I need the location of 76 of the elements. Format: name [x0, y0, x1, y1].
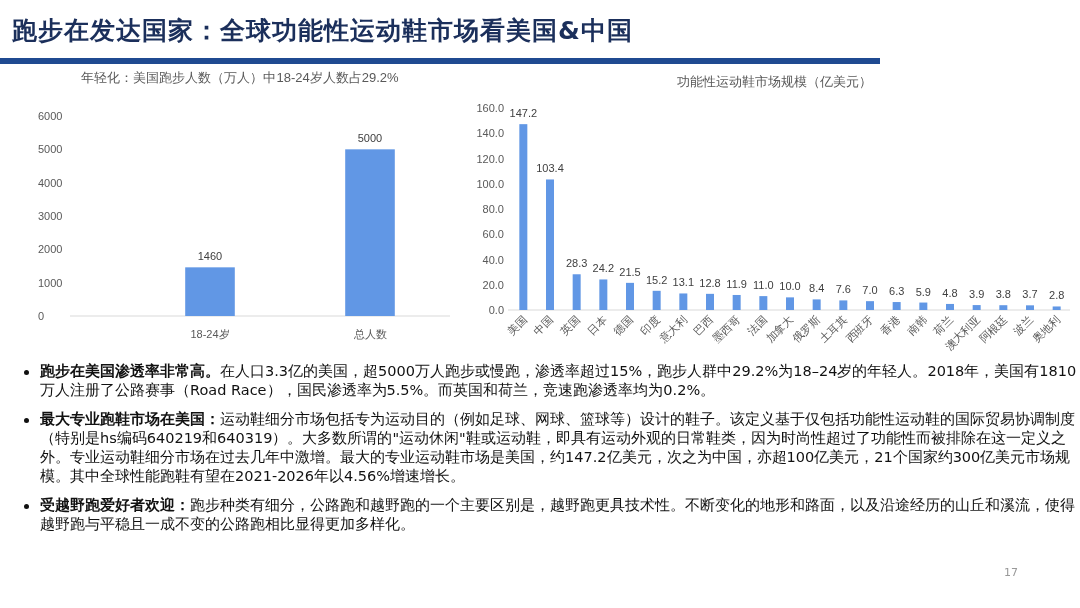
- y-tick-label: 0.0: [488, 304, 504, 316]
- y-tick-label: 40.0: [482, 253, 504, 266]
- bar: [706, 293, 714, 310]
- bar: [626, 282, 634, 310]
- bar: [546, 179, 554, 310]
- bar: [519, 124, 528, 310]
- data-label: 103.4: [536, 162, 564, 175]
- data-label: 8.4: [809, 282, 825, 295]
- y-tick-label: 60.0: [482, 228, 504, 241]
- bar: [599, 279, 608, 310]
- data-label: 5000: [357, 132, 383, 145]
- chart-title: 功能性运动鞋市场规模（亿美元）: [676, 74, 872, 89]
- x-tick-label: 英国: [558, 312, 583, 337]
- y-tick-label: 5000: [38, 143, 63, 156]
- bar: [946, 303, 954, 310]
- data-label: 4.8: [942, 286, 958, 299]
- data-label: 147.2: [509, 107, 538, 120]
- y-tick-label: 100.0: [476, 177, 504, 190]
- data-label: 13.1: [672, 276, 695, 289]
- data-label: 28.3: [565, 257, 588, 270]
- bar: [786, 297, 794, 310]
- bar: [919, 302, 928, 310]
- bar: [572, 274, 581, 310]
- bar: [866, 301, 874, 310]
- bar: [812, 299, 821, 310]
- x-tick-label: 日本: [584, 312, 609, 337]
- x-tick-label: 18-24岁: [190, 328, 230, 340]
- bar: [732, 294, 741, 310]
- data-label: 7.6: [835, 283, 851, 296]
- data-label: 11.0: [753, 279, 774, 292]
- bar: [652, 290, 661, 310]
- data-label: 21.5: [619, 265, 641, 278]
- text: 受越野跑爱好者欢迎：跑步种类有细分，公路跑和越野跑的一个主要区别是，越野跑更具技术性。不断变化的地形和路面，以及沿途经历的山丘和溪流，使得越野跑与平稳且一成不变的公路跑相比显得更加多样化。: [40, 497, 1075, 532]
- bar: [839, 300, 848, 310]
- data-label: 1460: [197, 250, 223, 263]
- y-tick-label: 1000: [38, 276, 63, 289]
- y-tick-label: 20.0: [482, 278, 504, 291]
- data-label: 5.9: [915, 285, 931, 298]
- y-tick-label: 2000: [38, 243, 63, 256]
- bar: [759, 296, 768, 310]
- data-label: 10.0: [779, 280, 801, 293]
- data-label: 6.3: [889, 285, 905, 298]
- y-tick-label: 140.0: [476, 127, 504, 140]
- chart-title: 年轻化：美国跑步人数（万人）中18-24岁人数占29.2%: [81, 70, 399, 85]
- data-label: 7.0: [862, 284, 878, 297]
- bar: [1052, 306, 1061, 310]
- x-tick-label: 总人数: [352, 328, 387, 340]
- bar: [1026, 305, 1034, 310]
- x-tick-label: 德国: [611, 312, 636, 337]
- bar: [892, 302, 901, 310]
- text: 最大专业跑鞋市场在美国：运动鞋细分市场包括专为运动目的（例如足球、网球、篮球等）设计的鞋子。该定义基于仅包括功能性运动鞋的国际贸易协调制度（特别是hs编码640219和640319）。大多数所谓的"运动休闲"鞋或运动鞋，即具有运动外观的日常鞋类，因为时尚性超过了功能性而被排除在这一定义之外。专业运动鞋细分市场在过去几年中激增。最大的专业运动鞋市场是美国，约147.2亿美元，次之为中国，亦超100亿美元，21个国家约300亿美元市场规模。其中全球性能跑鞋有望在2021-2026年以4.56%增速增长。: [40, 411, 1075, 484]
- bar: [679, 293, 688, 310]
- x-tick-label: 中国: [531, 312, 556, 337]
- y-tick-label: 3000: [38, 210, 63, 222]
- text: 跑步在美国渗透率非常高。在人口3.3亿的美国，超5000万人跑步或慢跑，渗透率超过15%，跑步人群中29.2%为18–24岁的年轻人。2018年，美国有1810万人注册了公路赛事（Road Race），国民渗透率为5.5%。而英国和荷兰，竞速跑渗透率均为0.2%。: [40, 363, 1077, 398]
- bar: [972, 305, 981, 310]
- data-label: 11.9: [726, 277, 747, 290]
- data-label: 3.8: [995, 288, 1011, 301]
- data-label: 24.2: [592, 262, 615, 275]
- y-tick-label: 6000: [38, 110, 63, 122]
- y-tick-label: 80.0: [482, 203, 504, 215]
- x-tick-label: 南韩: [904, 312, 929, 337]
- y-tick-label: 4000: [38, 176, 63, 189]
- y-tick-label: 160.0: [476, 102, 504, 114]
- text: 跑步在发达国家：全球功能性运动鞋市场看美国&中国: [12, 16, 633, 45]
- data-label: 12.8: [699, 276, 721, 289]
- x-tick-label: 美国: [504, 312, 529, 337]
- text: 17: [1004, 566, 1018, 579]
- data-label: 3.9: [969, 288, 985, 301]
- data-label: 3.7: [1022, 288, 1038, 301]
- y-tick-label: 0: [38, 310, 45, 322]
- data-label: 2.8: [1049, 289, 1065, 302]
- x-tick-label: 香港: [878, 312, 903, 337]
- y-tick-label: 120.0: [476, 152, 504, 165]
- data-label: 15.2: [645, 273, 668, 286]
- bar: [999, 305, 1008, 310]
